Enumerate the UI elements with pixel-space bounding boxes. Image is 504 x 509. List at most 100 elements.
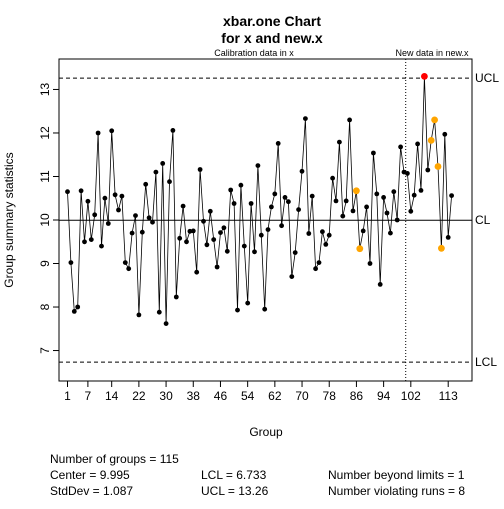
data-point [292, 250, 298, 256]
data-point-violating-run [438, 244, 445, 252]
data-point [241, 243, 247, 249]
x-tick-label: 14 [105, 389, 119, 403]
series-line [67, 76, 452, 324]
data-point [255, 163, 261, 169]
data-point [398, 144, 403, 150]
data-point [303, 116, 308, 121]
data-point [381, 195, 386, 200]
y-tick-label: 7 [38, 347, 52, 354]
data-point [153, 169, 159, 175]
data-point [156, 309, 162, 315]
data-point [190, 228, 196, 234]
data-point [78, 188, 84, 194]
data-point [418, 188, 424, 193]
x-tick-label: 70 [295, 389, 309, 403]
data-point [364, 204, 369, 210]
data-point [262, 306, 268, 312]
y-tick-label: 13 [38, 82, 52, 96]
data-point [350, 208, 356, 214]
data-point [119, 193, 125, 199]
summary-ucl: UCL = 13.26 [201, 484, 269, 498]
data-point [377, 282, 383, 287]
y-tick-label: 12 [38, 126, 52, 140]
data-point [180, 203, 186, 209]
data-point-violating-run [431, 116, 438, 124]
data-point [224, 248, 230, 254]
data-point [126, 266, 132, 272]
data-point [177, 235, 183, 241]
data-point [306, 231, 312, 236]
data-point [201, 218, 206, 224]
data-point [258, 232, 264, 238]
data-point [71, 309, 77, 314]
chart-title: xbar.one Chart [223, 13, 321, 29]
data-point [330, 175, 335, 181]
data-point [323, 242, 329, 247]
data-point [337, 139, 342, 145]
data-point [92, 212, 98, 218]
summary-groups: Number of groups = 115 [50, 452, 179, 466]
data-point [394, 217, 400, 223]
data-point-violating-run [356, 245, 364, 253]
data-point [374, 191, 380, 197]
data-point [167, 179, 172, 185]
calibration-label: Calibration data in x [214, 48, 294, 58]
lcl-label: LCL [475, 355, 497, 369]
data-point [425, 167, 431, 173]
plot-frame [58, 58, 473, 382]
data-point [408, 208, 414, 214]
data-point [449, 193, 454, 199]
data-point [313, 266, 318, 272]
data-point [170, 127, 176, 133]
x-tick-label: 1 [64, 389, 71, 403]
data-point [296, 207, 301, 213]
data-point [252, 249, 257, 255]
data-point [248, 201, 254, 206]
data-point [245, 300, 251, 306]
y-axis-label: Group summary statistics [2, 152, 16, 287]
y-tick-label: 8 [38, 303, 52, 310]
data-point [133, 213, 138, 219]
summary-center: Center = 9.995 [50, 468, 130, 482]
data-point [384, 210, 390, 216]
data-point [221, 225, 227, 231]
y-tick-label: 11 [38, 170, 52, 183]
data-point [388, 230, 393, 236]
data-point [204, 242, 210, 248]
data-point-violating-run [434, 163, 442, 170]
data-point [320, 229, 325, 235]
data-point [184, 239, 189, 245]
summary-stddev: StdDev = 1.087 [50, 484, 134, 498]
data-point [207, 208, 213, 214]
new-data-label: New data in new.x [395, 48, 469, 58]
data-point [68, 260, 74, 265]
data-point [218, 230, 223, 236]
y-tick-label: 9 [38, 260, 52, 267]
data-point [85, 198, 91, 204]
data-point [445, 235, 451, 240]
x-tick-label: 7 [85, 389, 92, 403]
data-point [265, 227, 271, 233]
data-point [279, 223, 284, 229]
data-point [105, 221, 111, 226]
data-point [231, 201, 237, 206]
data-point [150, 219, 155, 225]
data-point [309, 193, 315, 199]
data-point [163, 321, 169, 326]
data-point [272, 191, 278, 197]
data-point [109, 128, 115, 134]
data-point [269, 204, 274, 210]
x-tick-label: 54 [241, 389, 255, 403]
x-tick-label: 102 [401, 389, 421, 403]
data-point [326, 232, 332, 238]
data-point [173, 294, 179, 300]
data-point [333, 198, 339, 204]
x-tick-label: 38 [187, 389, 201, 403]
data-point [75, 304, 81, 310]
data-point [391, 189, 397, 195]
data-point [228, 187, 234, 193]
summary-violating-runs: Number violating runs = 8 [328, 484, 466, 498]
x-tick-label: 30 [159, 389, 173, 403]
